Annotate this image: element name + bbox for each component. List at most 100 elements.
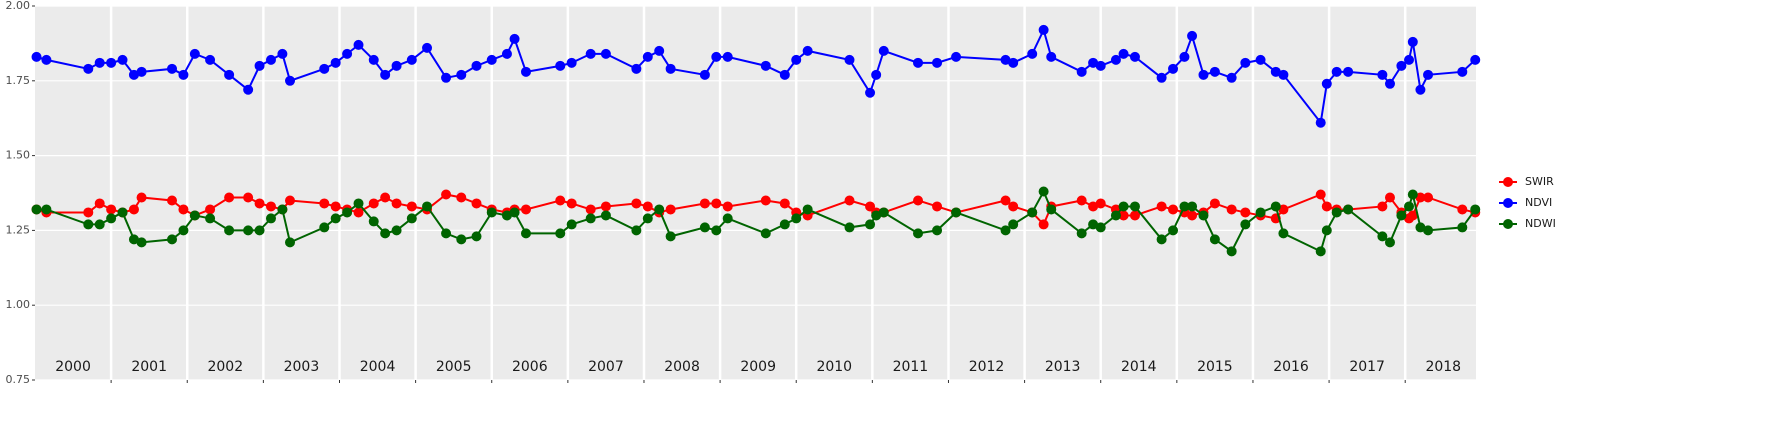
year-label: 2002 (207, 359, 243, 375)
point (600, 201, 611, 212)
legend-label: NDVI (1525, 196, 1552, 209)
point (1396, 60, 1407, 71)
point (319, 198, 330, 209)
point (1343, 204, 1354, 215)
point (456, 234, 467, 245)
point (1027, 207, 1038, 218)
point (779, 219, 790, 230)
year-label: 2007 (588, 359, 624, 375)
point (1278, 204, 1289, 215)
point (471, 198, 482, 209)
point (277, 48, 288, 59)
point (1278, 228, 1289, 239)
point (106, 57, 117, 68)
point (654, 45, 665, 56)
point (406, 213, 417, 224)
point (1377, 201, 1388, 212)
point (566, 198, 577, 209)
point (1415, 84, 1426, 95)
point (520, 228, 531, 239)
point (1046, 51, 1057, 62)
point (555, 195, 566, 206)
point (1168, 225, 1179, 236)
point (1110, 54, 1121, 65)
point (1457, 66, 1468, 77)
point (1457, 204, 1468, 215)
point (342, 48, 353, 59)
point (1095, 60, 1106, 71)
point (486, 54, 497, 65)
point (1008, 219, 1019, 230)
point (342, 207, 353, 218)
point (871, 210, 882, 221)
legend-key (1503, 177, 1513, 187)
point (94, 219, 105, 230)
point (31, 204, 42, 215)
point (1156, 72, 1167, 83)
y-tick-label: 2.00 (6, 0, 31, 12)
point (265, 54, 276, 65)
point (1331, 66, 1342, 77)
point (1076, 228, 1087, 239)
year-label: 2006 (512, 359, 548, 375)
year-label: 2012 (969, 359, 1005, 375)
panel (35, 6, 1476, 380)
point (699, 222, 710, 233)
point (699, 198, 710, 209)
point (932, 57, 943, 68)
point (1038, 24, 1049, 35)
point (1209, 234, 1220, 245)
point (631, 198, 642, 209)
point (330, 201, 341, 212)
point (501, 210, 512, 221)
point (243, 84, 254, 95)
point (285, 237, 296, 248)
point (167, 195, 178, 206)
point (456, 69, 467, 80)
year-label: 2018 (1425, 359, 1461, 375)
point (368, 54, 379, 65)
point (520, 204, 531, 215)
point (1270, 66, 1281, 77)
point (224, 225, 235, 236)
point (1343, 66, 1354, 77)
point (441, 189, 452, 200)
point (1255, 207, 1266, 218)
point (353, 207, 364, 218)
point (1076, 66, 1087, 77)
year-label: 2013 (1045, 359, 1081, 375)
point (319, 222, 330, 233)
point (406, 54, 417, 65)
point (380, 69, 391, 80)
point (585, 48, 596, 59)
point (520, 66, 531, 77)
point (509, 33, 520, 44)
point (1168, 63, 1179, 74)
point (1000, 54, 1011, 65)
point (1415, 192, 1426, 203)
point (1088, 57, 1099, 68)
point (501, 48, 512, 59)
point (665, 231, 676, 242)
year-label: 2011 (893, 359, 929, 375)
point (913, 195, 924, 206)
point (642, 213, 653, 224)
point (471, 60, 482, 71)
point (1129, 51, 1140, 62)
point (1038, 219, 1049, 230)
point (128, 234, 139, 245)
point (1088, 219, 1099, 230)
point (243, 192, 254, 203)
point (254, 198, 265, 209)
point (932, 225, 943, 236)
point (178, 204, 189, 215)
year-label: 2004 (360, 359, 396, 375)
point (1110, 210, 1121, 221)
point (600, 48, 611, 59)
year-label: 2000 (55, 359, 91, 375)
point (41, 204, 52, 215)
point (642, 201, 653, 212)
point (1240, 219, 1251, 230)
point (1008, 57, 1019, 68)
